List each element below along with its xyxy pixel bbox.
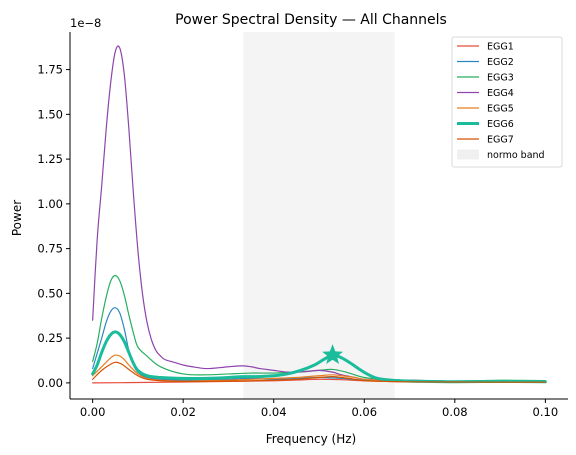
- x-axis-label: Frequency (Hz): [266, 432, 357, 446]
- x-tick-label: 0.06: [351, 405, 377, 419]
- x-tick-label: 0.04: [261, 405, 287, 419]
- legend-label-egg1: EGG1: [487, 42, 514, 53]
- legend: EGG1 EGG2 EGG3 EGG4 EGG5 EGG6 EGG7 normo band: [451, 36, 563, 168]
- y-tick-label: 1.75: [37, 63, 63, 77]
- series-line-egg7: [92, 361, 546, 383]
- x-tick-label: 0.00: [80, 405, 106, 419]
- lines-layer: [91, 45, 547, 384]
- chart-title: Power Spectral Density — All Channels: [175, 12, 447, 28]
- legend-label-egg3: EGG3: [487, 73, 514, 84]
- legend-label-band: normo band: [487, 150, 545, 161]
- peak-star-marker: [322, 344, 344, 365]
- y-tick-label: 0.00: [37, 376, 63, 390]
- x-tick-label: 0.10: [533, 405, 559, 419]
- y-tick-label: 1.25: [37, 152, 63, 166]
- legend-swatch-band: [457, 149, 479, 160]
- series-line-egg6: [91, 330, 547, 384]
- y-tick-label: 0.75: [37, 242, 63, 256]
- legend-box: [451, 36, 563, 168]
- legend-label-egg2: EGG2: [487, 57, 514, 68]
- legend-label-egg5: EGG5: [487, 104, 514, 115]
- y-tick-label: 0.50: [37, 286, 63, 300]
- legend-label-egg4: EGG4: [487, 88, 514, 99]
- y-tick-label: 1.50: [37, 107, 63, 121]
- y-tick-label: 0.25: [37, 331, 63, 345]
- band-layer: [243, 32, 395, 399]
- axes-layer: 0.00 0.02 0.04 0.06 0.08 0.10 0.00 0.25 0.50 0.75…: [37, 32, 568, 419]
- x-tick-label: 0.02: [170, 405, 196, 419]
- x-tick-label: 0.08: [442, 405, 468, 419]
- normo-band: [243, 32, 395, 399]
- y-axis-label: Power: [10, 200, 24, 236]
- legend-label-egg6: EGG6: [487, 119, 514, 130]
- legend-label-egg7: EGG7: [487, 135, 514, 146]
- y-offset-text: 1e−8: [70, 16, 101, 30]
- y-tick-label: 1.00: [37, 197, 63, 211]
- marker-layer: [322, 344, 344, 365]
